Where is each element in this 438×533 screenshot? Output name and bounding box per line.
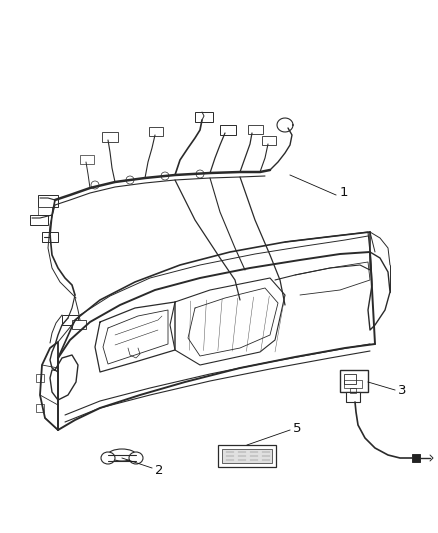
Bar (411, 454, 419, 462)
Bar (218, 445, 276, 467)
Text: 1: 1 (339, 187, 348, 199)
Bar (30, 215, 48, 225)
Bar (62, 315, 78, 325)
Bar (38, 195, 58, 207)
Bar (194, 112, 212, 122)
Bar (222, 449, 272, 463)
Ellipse shape (129, 452, 143, 464)
Text: 2: 2 (155, 464, 163, 477)
Bar (36, 404, 44, 412)
Bar (345, 392, 359, 402)
Bar (102, 132, 118, 142)
Ellipse shape (108, 449, 136, 461)
Ellipse shape (101, 452, 115, 464)
Bar (42, 232, 58, 242)
Bar (219, 125, 236, 135)
Bar (343, 374, 355, 384)
Bar (343, 380, 361, 388)
Bar (261, 136, 276, 145)
Text: 3: 3 (397, 384, 406, 397)
Bar (38, 207, 52, 215)
Bar (36, 374, 44, 382)
Bar (339, 370, 367, 392)
Bar (349, 388, 355, 393)
Bar (80, 155, 94, 164)
Bar (247, 125, 262, 134)
Bar (72, 320, 86, 329)
Bar (148, 127, 162, 136)
Text: 5: 5 (292, 422, 301, 434)
